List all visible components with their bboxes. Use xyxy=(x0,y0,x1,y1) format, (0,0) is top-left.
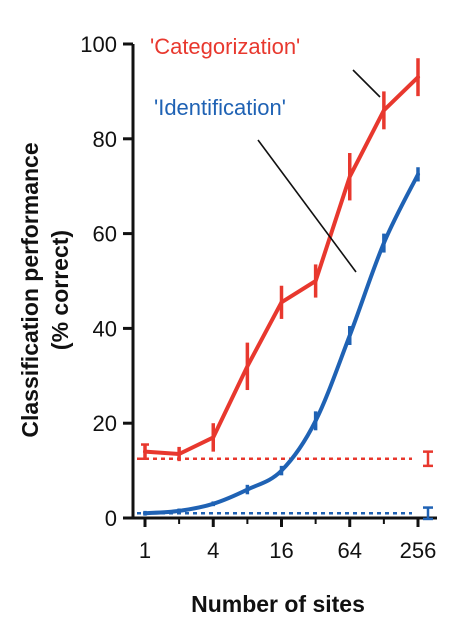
data-point-1-7 xyxy=(382,241,386,245)
labels-layer: 'Categorization' 'Identification' xyxy=(150,34,381,273)
series-label-0: 'Categorization' xyxy=(150,34,300,59)
data-point-0-0 xyxy=(143,449,147,454)
x-tick-label: 256 xyxy=(400,538,437,563)
x-tick-label: 16 xyxy=(269,538,293,563)
series-0 xyxy=(141,58,420,462)
data-point-0-2 xyxy=(211,435,216,440)
data-point-1-5 xyxy=(313,419,318,423)
data-point-1-8 xyxy=(416,172,420,177)
series-1 xyxy=(143,167,420,516)
y-axis-title-line-2: (% correct) xyxy=(47,230,73,350)
data-point-0-5 xyxy=(313,279,318,283)
x-tick-label: 4 xyxy=(207,538,219,563)
y-tick-label: 60 xyxy=(93,222,117,247)
x-tick-label: 1 xyxy=(139,538,151,563)
data-point-0-4 xyxy=(279,300,284,305)
y-tick-label: 0 xyxy=(105,506,117,531)
series-label-1: 'Identification' xyxy=(154,95,286,120)
leader-line-1 xyxy=(257,139,357,273)
data-point-0-3 xyxy=(245,364,250,369)
data-point-1-2 xyxy=(211,501,216,506)
data-point-1-3 xyxy=(245,487,250,492)
leader-line-0 xyxy=(352,69,381,98)
y-tick-label: 20 xyxy=(93,411,117,436)
y-axis-title-line-1: Classification performance xyxy=(17,142,43,437)
x-tick-label: 64 xyxy=(338,538,362,563)
data-point-1-6 xyxy=(347,333,352,338)
y-tick-label: 100 xyxy=(80,32,117,57)
axes: 0 20 40 60 80 100 1 4 16 64 256 xyxy=(80,32,437,563)
data-point-0-1 xyxy=(177,452,181,456)
data-point-0-7 xyxy=(382,108,386,113)
y-tick-label: 80 xyxy=(93,127,117,152)
data-point-1-0 xyxy=(143,511,147,516)
data-point-0-6 xyxy=(347,174,352,179)
series-layer xyxy=(141,58,420,516)
chance-lines xyxy=(137,450,433,521)
data-point-0-8 xyxy=(416,75,420,79)
data-point-1-4 xyxy=(279,468,284,473)
series-line-1 xyxy=(143,172,420,516)
y-axis-title: Classification performance (% correct) xyxy=(17,142,73,437)
data-point-1-1 xyxy=(177,509,181,513)
y-tick-label: 40 xyxy=(93,316,117,341)
x-axis-title: Number of sites xyxy=(191,591,365,617)
